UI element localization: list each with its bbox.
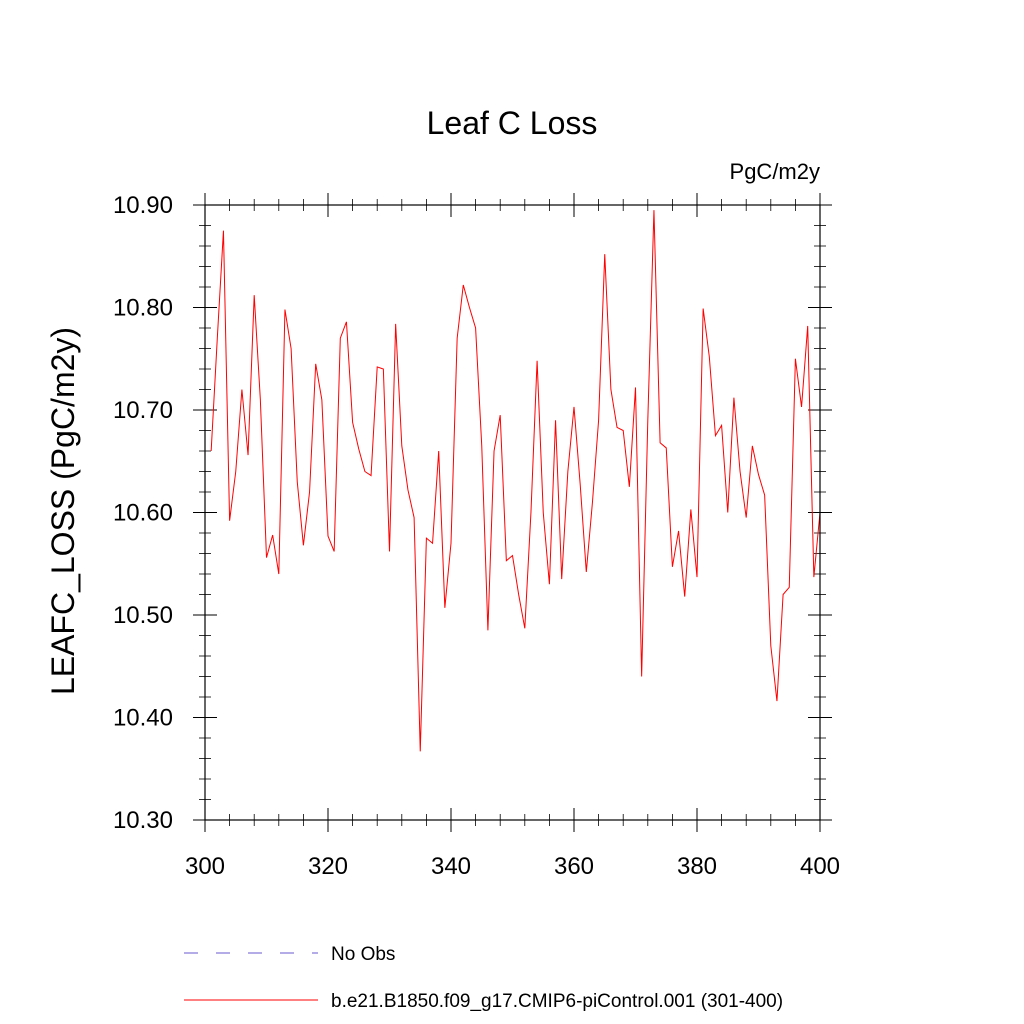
y-tick-label: 10.60 (113, 500, 173, 527)
y-tick-label: 10.90 (113, 192, 173, 219)
minor-ticks (199, 199, 826, 826)
y-tick-label: 10.40 (113, 705, 173, 732)
y-tick-label: 10.70 (113, 397, 173, 424)
y-tick-label: 10.30 (113, 807, 173, 834)
x-tick-label: 400 (800, 853, 840, 880)
y-axis-label: LEAFC_LOSS (PgC/m2y) (45, 327, 81, 695)
legend: No Obs b.e21.B1850.f09_g17.CMIP6-piContro… (184, 944, 783, 1012)
series-layer (210, 210, 821, 752)
plot-frame (204, 204, 821, 821)
chart-title: Leaf C Loss (427, 105, 598, 141)
x-tick-label: 360 (554, 853, 594, 880)
x-tick-label: 300 (185, 853, 225, 880)
x-tick-label: 340 (431, 853, 471, 880)
y-tick-labels: 10.30 10.40 10.50 10.60 10.70 10.80 10.90 (113, 192, 173, 834)
legend-label: No Obs (331, 944, 395, 965)
series-line (210, 210, 821, 752)
y-tick-label: 10.50 (113, 602, 173, 629)
x-tick-label: 320 (308, 853, 348, 880)
major-ticks (193, 193, 832, 832)
x-tick-labels: 300 320 340 360 380 400 (185, 853, 840, 880)
legend-label: b.e21.B1850.f09_g17.CMIP6-piControl.001 … (331, 991, 783, 1012)
x-tick-label: 380 (677, 853, 717, 880)
units-label: PgC/m2y (730, 159, 820, 184)
y-tick-label: 10.80 (113, 295, 173, 322)
